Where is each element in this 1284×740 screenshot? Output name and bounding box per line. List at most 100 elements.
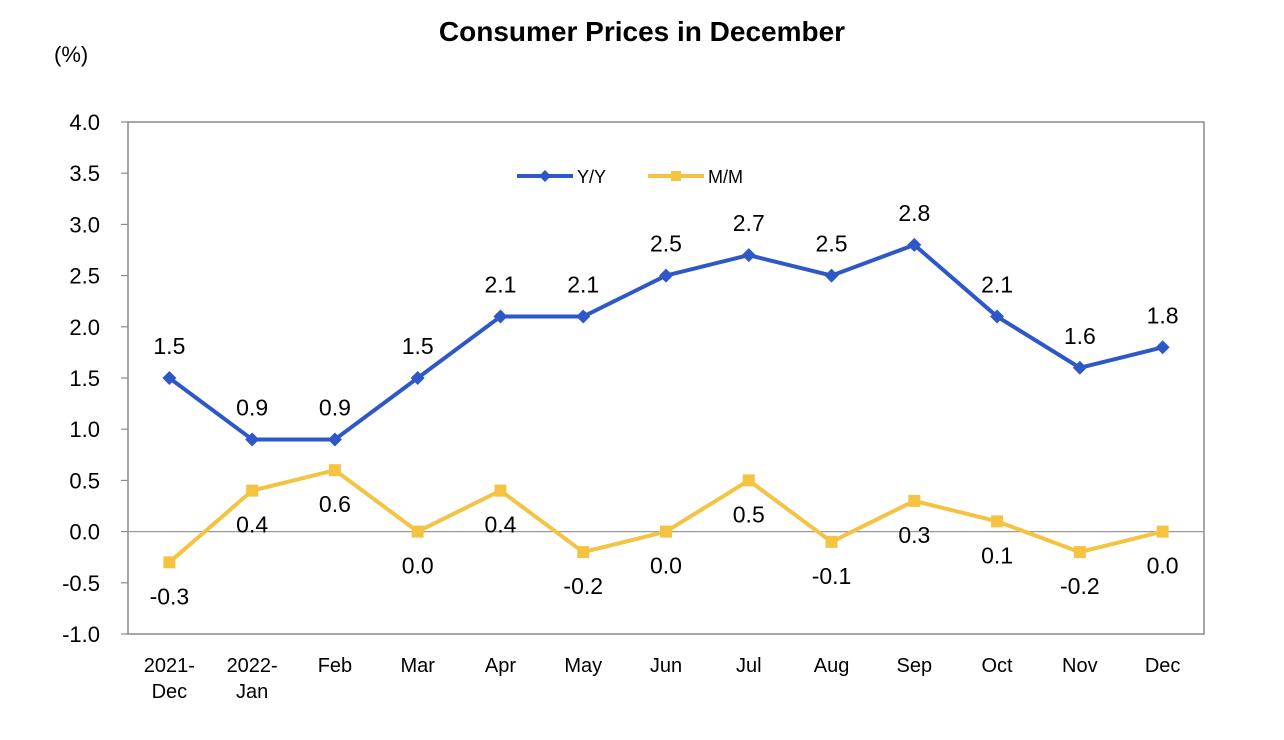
x-tick-label: Mar [400,655,435,677]
data-point-marker [1073,546,1086,559]
data-point-marker [411,525,424,538]
y-tick-label: 3.0 [69,212,100,237]
x-tick-label: Oct [982,655,1014,677]
x-tick-line: Dec [1145,655,1181,677]
data-label: -0.2 [1060,573,1100,599]
x-tick-line: 2022- [227,655,278,677]
data-point-marker [990,309,1005,324]
data-point-marker [1156,525,1169,538]
x-tick-line: Feb [318,655,352,677]
data-label: 2.7 [733,210,765,236]
x-tick-line: Sep [897,655,933,677]
x-tick-line: Oct [982,655,1014,677]
data-point-marker [741,248,756,263]
data-point-marker [245,432,260,447]
x-tick-line: Jul [736,655,762,677]
x-tick-label: 2021- Dec [144,655,195,703]
legend: Y/Y M/M [517,167,743,187]
data-point-marker [825,535,838,548]
data-point-marker [576,309,591,324]
x-tick-line: Jun [650,655,682,677]
data-point-marker [327,432,342,447]
data-point-marker [908,494,921,507]
data-label: 0.3 [898,522,930,548]
x-tick-label: Jul [736,655,762,677]
data-label: 0.4 [236,512,268,538]
x-tick-line: Aug [814,655,850,677]
x-axis: 2021- Dec 2022- Jan Feb Mar Apr May Jun Jul Aug Sep… [144,655,1181,703]
x-tick-line: May [564,655,602,677]
y-tick-label: 2.0 [69,315,100,340]
x-tick-label: Sep [897,655,933,677]
data-label: 2.8 [898,200,930,226]
series-mm: -0.3 0.4 0.6 0.0 0.4 -0.2 0.0 0.5 -0.1 0.3 0.1 -0.2… [150,464,1179,609]
x-tick-label: Feb [318,655,352,677]
data-point-marker [742,474,755,487]
data-label: 2.1 [484,272,516,298]
data-point-marker [246,484,259,497]
data-label: 0.5 [733,501,765,527]
data-point-marker [660,525,672,538]
x-tick-label: Jun [650,655,682,677]
y-tick-label: 0.0 [69,520,100,545]
data-label: 0.6 [319,491,351,517]
data-point-marker [163,556,176,569]
data-point-marker [659,268,673,283]
x-tick-label: Aug [814,655,850,677]
data-label: 2.5 [816,231,848,257]
data-point-marker [991,515,1004,528]
data-point-marker [410,371,425,385]
data-label: 1.8 [1147,302,1179,328]
x-tick-line: Nov [1062,655,1098,677]
y-tick-label: 3.5 [69,161,100,186]
legend-item: M/M [648,167,743,187]
series-layer: 1.5 0.9 0.9 1.5 2.1 2.1 2.5 2.7 2.5 2.8 2.1 1.6 1.8 -… [150,200,1179,609]
x-tick-label: May [564,655,602,677]
data-label: -0.2 [563,573,603,599]
y-tick-label: -0.5 [62,571,100,596]
chart-title: Consumer Prices in December [438,16,846,47]
y-tick-label: 4.0 [69,110,100,135]
legend-marker [539,170,551,182]
data-point-marker [824,268,839,283]
data-point-marker [907,237,922,252]
x-tick-line: Mar [400,655,435,677]
x-tick-line: Dec [152,681,188,703]
data-label: 2.1 [567,272,599,298]
x-tick-label: Nov [1062,655,1098,677]
x-tick-line: 2021- [144,655,195,677]
legend-item: Y/Y [517,167,606,187]
data-label: 2.1 [981,272,1013,298]
legend-label: M/M [708,167,743,187]
x-tick-label: Dec [1145,655,1181,677]
legend-marker [671,171,681,181]
data-label: 0.1 [981,542,1013,568]
y-axis: 4.0 3.5 3.0 2.5 2.0 1.5 1.0 0.5 0.0 -0.5 -1.0 [62,110,128,647]
data-label: 0.0 [402,553,434,579]
data-point-marker [162,371,177,385]
y-tick-label: 0.5 [69,468,100,493]
data-label: 1.6 [1064,323,1096,349]
data-label: 0.9 [319,394,351,420]
y-axis-unit-label: (%) [54,42,89,67]
x-tick-line: Apr [485,655,516,677]
data-point-marker [577,546,590,559]
data-label: 1.5 [402,333,434,359]
x-tick-line: Jan [236,681,268,703]
data-label: 1.5 [153,333,185,359]
y-tick-label: 1.0 [69,417,100,442]
data-point-marker [493,309,508,324]
x-tick-label: Apr [485,655,516,677]
data-label: 0.0 [1147,553,1179,579]
y-tick-label: -1.0 [62,622,100,647]
data-label: 0.4 [484,512,516,538]
y-tick-label: 2.5 [69,264,100,289]
data-point-marker [1155,340,1170,355]
data-label: 2.5 [650,231,682,257]
data-point-marker [494,484,507,497]
data-point-marker [328,464,341,477]
data-label: -0.1 [812,563,852,589]
data-point-marker [1072,360,1087,375]
y-tick-label: 1.5 [69,366,100,391]
